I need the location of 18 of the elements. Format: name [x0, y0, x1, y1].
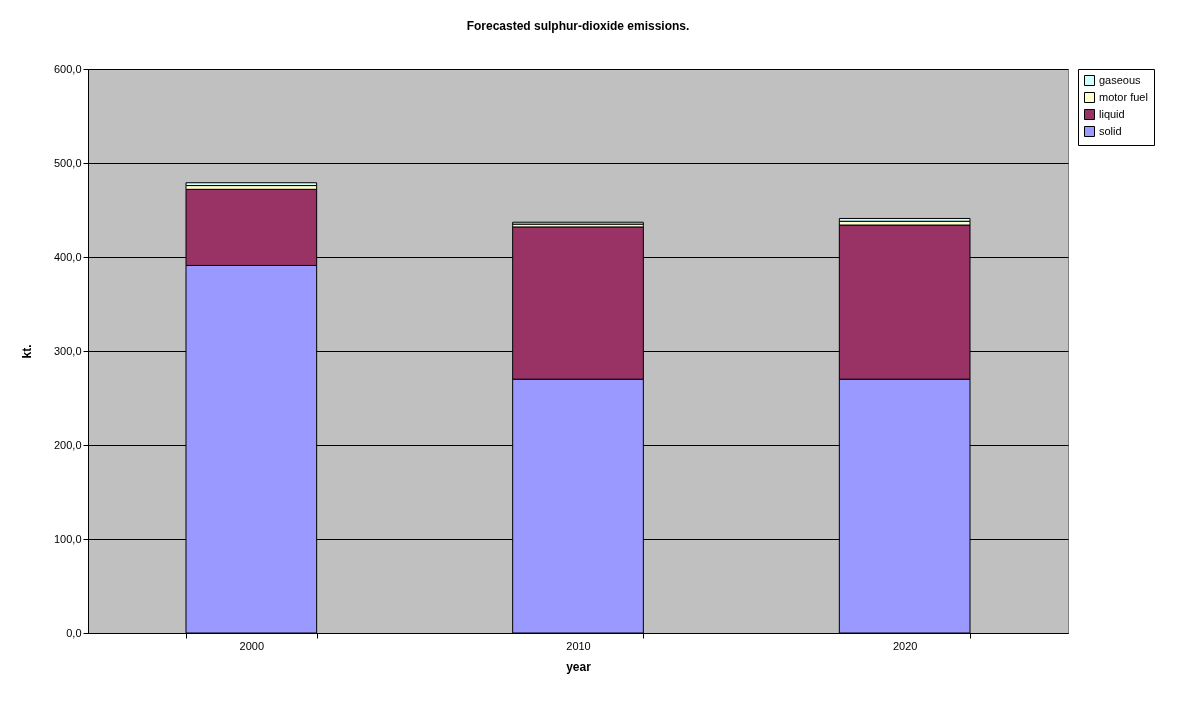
y-tick-label: 100,0 [53, 532, 82, 545]
y-tick-label: 500,0 [53, 156, 82, 169]
legend-label: motor fuel [1099, 90, 1148, 103]
y-tick-label: 300,0 [53, 344, 82, 357]
x-tick-label: 2000 [239, 639, 265, 652]
x-axis-title: year [566, 659, 592, 674]
legend-label: liquid [1099, 107, 1125, 120]
x-tick-label: 2020 [892, 639, 918, 652]
y-tick-label: 400,0 [53, 250, 82, 263]
legend-label: solid [1099, 124, 1122, 137]
bar [838, 217, 971, 222]
x-tick-label: 2010 [566, 639, 591, 652]
y-axis-title: kt. [19, 344, 34, 359]
chart-title: Forecasted sulphur-dioxide emissions. [466, 19, 690, 33]
y-tick-label: 200,0 [53, 438, 82, 451]
y-tick-label: 600,0 [53, 62, 82, 75]
legend-label: gaseous [1099, 73, 1142, 86]
y-tick-label: 0,0 [66, 626, 82, 639]
